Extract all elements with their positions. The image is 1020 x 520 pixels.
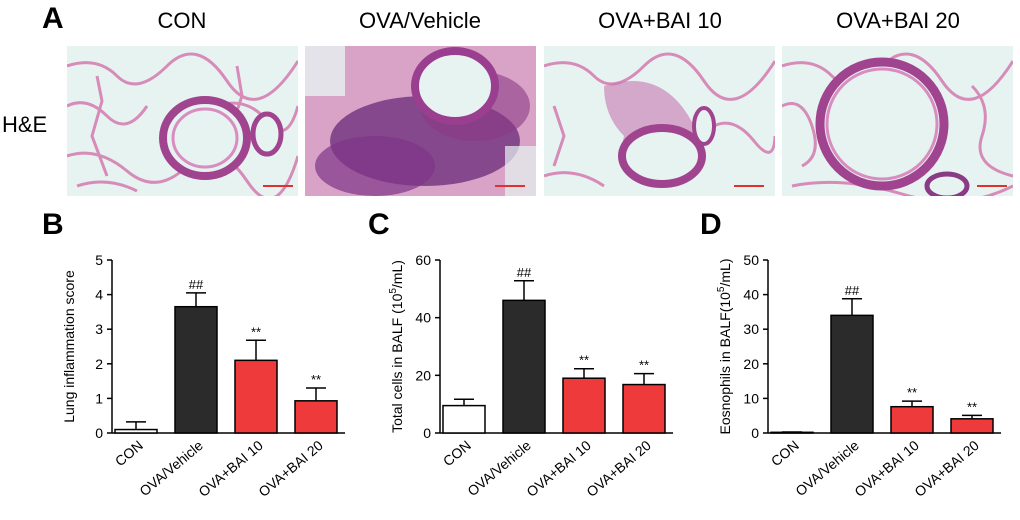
micrograph-bai20 [782, 46, 1013, 196]
y-tick-label: 40 [415, 310, 431, 326]
y-axis-label-text: Eosnophils in BALF(10 [717, 292, 733, 435]
micrograph-con [67, 46, 298, 196]
x-tick-label: CON [768, 437, 802, 469]
chart-lung-inflammation: 0 1 2 3 4 5 Lung inflammation score CON ## OVA/Ve… [61, 252, 345, 500]
significance-marker: ## [517, 265, 532, 280]
he-title-bai20: OVA+BAI 20 [836, 8, 960, 33]
he-title-con: CON [157, 8, 207, 33]
y-tick-label: 20 [743, 356, 759, 372]
he-title-bai10: OVA+BAI 10 [598, 8, 722, 33]
x-tick-label: OVA+BAI 20 [255, 437, 326, 500]
y-tick-label: 40 [743, 287, 759, 303]
chart-eosinophils: 0 10 20 30 40 50 Eosnophils in BALF(105/mL) CON… [716, 252, 1001, 500]
x-tick-label: OVA+BAI 10 [851, 437, 922, 500]
x-tick-label: CON [440, 437, 474, 469]
x-tick-label: CON [112, 437, 146, 469]
he-title-vehicle: OVA/Vehicle [359, 8, 481, 33]
significance-marker: ** [579, 353, 589, 368]
y-tick-label: 20 [415, 367, 431, 383]
significance-marker: ## [189, 277, 204, 292]
y-tick-label: 5 [95, 252, 103, 268]
significance-marker: ** [967, 399, 977, 414]
bar-ova-vehicle [174, 305, 218, 434]
y-axis-label-text: Lung inflammation score [61, 270, 77, 423]
significance-marker: ** [311, 372, 321, 387]
micrograph-vehicle [305, 46, 536, 196]
panel-letter-b: B [42, 208, 64, 241]
he-row-label: H&E [2, 112, 48, 137]
y-axis-label-text: Total cells in BALF (10 [389, 293, 405, 432]
y-axis-label: Eosnophils in BALF(105/mL) [716, 259, 733, 435]
bar-con [770, 431, 814, 434]
y-tick-label: 10 [743, 390, 759, 406]
micrograph-bai10 [544, 46, 775, 196]
panel-letter-a: A [42, 2, 64, 35]
bar-con [114, 428, 158, 434]
panel-letter-d: D [700, 208, 722, 241]
y-tick-label: 30 [743, 321, 759, 337]
y-tick-label: 3 [95, 321, 103, 337]
y-axis-label: Total cells in BALF (105/mL) [388, 260, 405, 433]
x-tick-label: OVA/Vehicle [464, 437, 534, 499]
significance-marker: ** [907, 385, 917, 400]
x-tick-label: OVA+BAI 20 [583, 437, 654, 500]
y-axis-label-unit: /mL) [389, 260, 405, 288]
bar-ova-bai-20 [622, 383, 666, 434]
y-tick-label: 50 [743, 252, 759, 268]
x-tick-label: OVA/Vehicle [136, 437, 206, 499]
x-tick-label: OVA/Vehicle [792, 437, 862, 499]
bar-ova-bai-20 [950, 418, 994, 434]
bar-ova-bai-10 [890, 405, 934, 434]
significance-marker: ## [845, 283, 860, 298]
significance-marker: ** [639, 358, 649, 373]
bar-ova-vehicle [502, 299, 546, 434]
bar-ova-vehicle [830, 314, 874, 434]
y-tick-label: 60 [415, 252, 431, 268]
y-tick-label: 0 [95, 425, 103, 441]
y-tick-label: 1 [95, 390, 103, 406]
y-tick-label: 0 [751, 425, 759, 441]
chart-total-cells: 0 20 40 60 Total cells in BALF (105/mL) CON ##… [388, 252, 673, 500]
y-axis-label-unit: /mL) [717, 259, 733, 287]
y-tick-label: 2 [95, 356, 103, 372]
bar-ova-bai-20 [294, 400, 338, 434]
bar-con [442, 404, 486, 434]
y-axis-label: Lung inflammation score [61, 270, 77, 423]
bar-ova-bai-10 [234, 359, 278, 434]
x-tick-label: OVA+BAI 10 [523, 437, 594, 500]
y-tick-label: 4 [95, 287, 103, 303]
bar-ova-bai-10 [562, 377, 606, 434]
significance-marker: ** [251, 324, 261, 339]
panel-letter-c: C [368, 208, 390, 241]
y-axis-label-superscript: 5 [716, 286, 727, 292]
x-tick-label: OVA+BAI 20 [911, 437, 982, 500]
y-axis-label-superscript: 5 [388, 288, 399, 294]
x-tick-label: OVA+BAI 10 [195, 437, 266, 500]
y-tick-label: 0 [423, 425, 431, 441]
